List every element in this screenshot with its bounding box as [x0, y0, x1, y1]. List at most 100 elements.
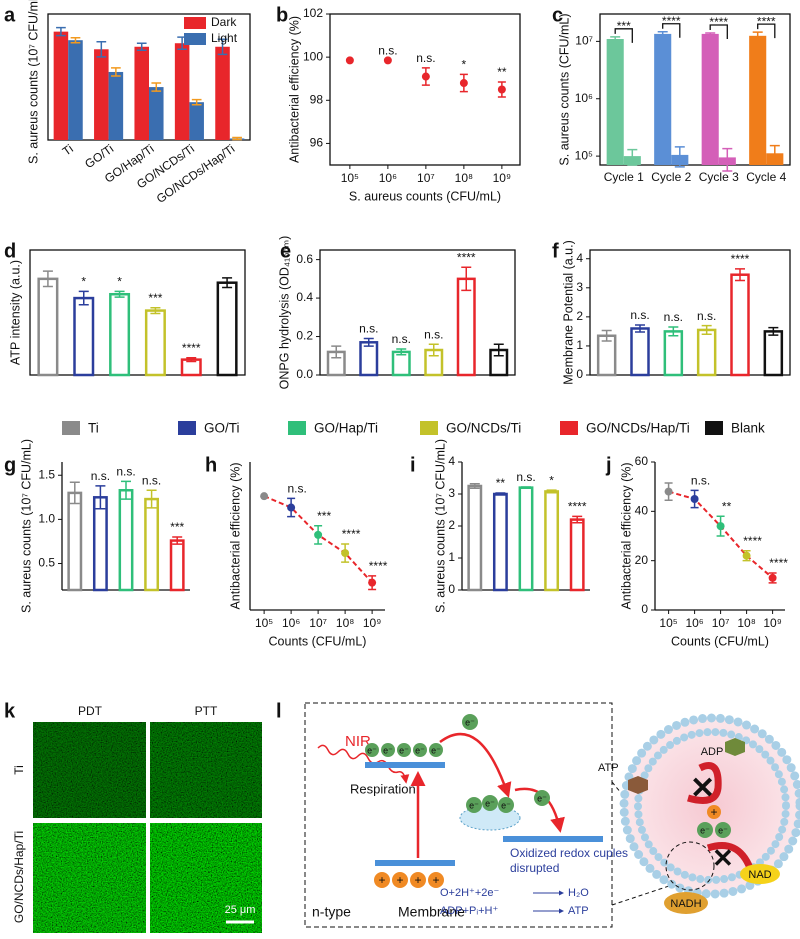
- y-tick-label: 4: [576, 251, 583, 265]
- y-tick-label: 4: [448, 454, 455, 468]
- y-axis-label: ONPG hydrolysis (OD₄₁₀ₙₘ): [277, 236, 291, 390]
- y-tick-label: 10⁵: [575, 148, 593, 162]
- significance-label: **: [497, 65, 507, 79]
- point: [690, 495, 699, 503]
- membrane-label: Membrane: [398, 904, 465, 920]
- electron-label: e⁻: [367, 745, 377, 755]
- error-bar: [191, 98, 202, 106]
- panel-letter: a: [4, 4, 16, 26]
- n-type-label: n-type: [312, 904, 351, 920]
- electron-row: e⁻ e⁻ e⁻ e⁻ e⁻: [365, 743, 443, 757]
- panel-letter: g: [4, 454, 16, 476]
- bar: [730, 273, 750, 377]
- bar: [544, 490, 560, 592]
- y-tick-label: 3: [576, 280, 583, 294]
- redox-label: disrupted: [510, 861, 559, 875]
- bar: [68, 40, 83, 140]
- bar: [763, 330, 784, 377]
- bar: [149, 87, 164, 140]
- outer-lipids: [619, 713, 800, 899]
- electron: [534, 790, 550, 806]
- y-tick-label: 0.5: [38, 556, 55, 570]
- hole-label: +: [414, 873, 421, 887]
- error-bar: [42, 270, 53, 288]
- error-bar: [428, 343, 439, 357]
- legend-label: GO/Hap/Ti: [314, 421, 378, 436]
- error-bar: [232, 136, 242, 141]
- y-axis-label: Antibacterial efficiency (%): [619, 462, 633, 609]
- point: [742, 551, 751, 560]
- point: [497, 85, 506, 94]
- significance-label: n.s.: [91, 469, 110, 483]
- y-tick-label: 0: [576, 367, 583, 381]
- x-tick-label: 10⁹: [763, 616, 782, 630]
- bar: [518, 486, 534, 592]
- error-bar: [121, 480, 131, 500]
- legend-label: Light: [211, 31, 238, 45]
- hole-label: +: [710, 805, 717, 819]
- nadh-shape: [664, 892, 708, 914]
- error-bar: [705, 32, 716, 36]
- y-tick-label: 10⁷: [575, 34, 593, 48]
- y-tick-label: 2: [448, 518, 455, 532]
- error-bar: [78, 290, 89, 306]
- inner-lipids: [634, 728, 790, 884]
- significance-label: n.s.: [630, 308, 649, 322]
- electron: [413, 743, 427, 757]
- hole: [410, 872, 426, 888]
- significance-label: n.s.: [416, 51, 435, 65]
- x-tick-label: Cycle 1: [604, 170, 644, 184]
- y-tick-label: 1.5: [38, 467, 55, 481]
- y-tick-label: 10⁶: [575, 91, 593, 105]
- legend-label: GO/NCDs/Hap/Ti: [586, 421, 690, 436]
- error-bar: [150, 306, 161, 315]
- adp-molecule: [725, 738, 745, 756]
- x-tick-label: 10⁸: [336, 616, 354, 630]
- respiration-label: Respiration: [350, 781, 416, 796]
- panel-letter: d: [4, 240, 16, 262]
- bar: [108, 71, 124, 140]
- legend-swatch: [560, 421, 578, 435]
- point: [383, 56, 392, 65]
- hole-row: + + + +: [374, 872, 444, 888]
- error-bar: [111, 67, 121, 77]
- significance-label: n.s.: [516, 470, 535, 484]
- micrograph-texture: [33, 823, 146, 933]
- hole-label: +: [432, 873, 439, 887]
- electron: [466, 797, 482, 813]
- significance-label: **: [722, 499, 732, 513]
- significance-label: n.s.: [424, 327, 443, 341]
- x-tick-label: 10⁶: [282, 616, 300, 630]
- x-tick-label: 10⁷: [309, 616, 327, 630]
- electron: [482, 795, 498, 811]
- x-tick-label: 10⁸: [455, 171, 473, 185]
- error-bar: [657, 31, 668, 37]
- legend-swatch: [184, 17, 206, 29]
- panel-l: l NIR e⁻ e⁻ e⁻ e⁻ e⁻ Respiration + + +: [276, 700, 800, 928]
- significance-bracket: [662, 23, 681, 38]
- x-tick-label: 10⁸: [737, 616, 755, 630]
- legend-label: GO/NCDs/Ti: [446, 421, 521, 436]
- legend-label: Dark: [211, 15, 237, 29]
- hole-label: +: [396, 873, 403, 887]
- column-label: PTT: [195, 704, 218, 718]
- error-bar: [752, 31, 763, 41]
- y-tick-label: 2: [576, 309, 583, 323]
- significance-label: *: [81, 275, 86, 289]
- adp-label: ADP: [701, 746, 724, 758]
- band: [503, 836, 603, 842]
- error-bar: [186, 356, 197, 363]
- x-axis-label: Counts (CFU/mL): [671, 634, 769, 648]
- error-bar: [701, 324, 712, 336]
- error-bar: [495, 492, 506, 496]
- significance-label: ****: [568, 500, 587, 514]
- zoom-line: [611, 884, 673, 906]
- electron: [429, 743, 443, 757]
- error-bar: [722, 147, 733, 172]
- y-axis-label: S. aureus counts (10⁷ CFU/mL): [433, 439, 447, 613]
- significance-label: *: [462, 58, 467, 72]
- error-bar: [521, 486, 531, 489]
- y-tick-label: 100: [303, 49, 323, 63]
